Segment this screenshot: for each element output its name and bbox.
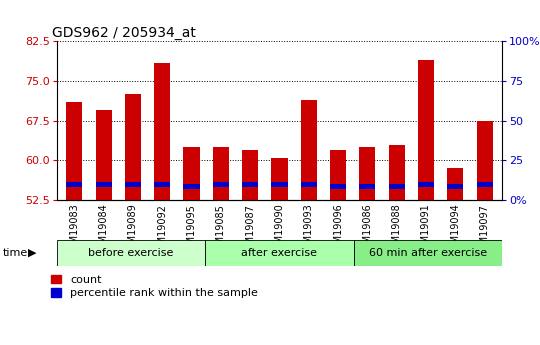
Text: GSM19086: GSM19086 xyxy=(362,204,373,256)
Text: GSM19097: GSM19097 xyxy=(480,204,490,257)
Text: GSM19096: GSM19096 xyxy=(333,204,343,256)
Text: GSM19089: GSM19089 xyxy=(128,204,138,256)
Text: GSM19095: GSM19095 xyxy=(186,204,197,257)
Bar xyxy=(242,182,258,187)
Bar xyxy=(272,182,287,187)
Bar xyxy=(330,185,346,189)
Text: time: time xyxy=(3,248,28,258)
Bar xyxy=(359,147,375,200)
Text: before exercise: before exercise xyxy=(88,248,174,258)
Bar xyxy=(125,182,141,187)
Bar xyxy=(96,110,112,200)
Bar xyxy=(389,145,405,200)
Bar xyxy=(154,182,170,187)
Text: GSM19083: GSM19083 xyxy=(69,204,79,256)
Bar xyxy=(66,102,82,200)
Bar xyxy=(184,185,200,189)
Bar xyxy=(447,168,463,200)
Legend: count, percentile rank within the sample: count, percentile rank within the sample xyxy=(51,275,258,298)
Bar xyxy=(57,240,205,266)
Bar xyxy=(213,147,229,200)
Bar xyxy=(389,185,405,189)
Text: ▶: ▶ xyxy=(28,248,37,258)
Bar xyxy=(66,182,82,187)
Text: after exercise: after exercise xyxy=(241,248,318,258)
Text: GSM19088: GSM19088 xyxy=(392,204,402,256)
Text: GSM19085: GSM19085 xyxy=(216,204,226,257)
Bar xyxy=(354,240,502,266)
Bar xyxy=(213,182,229,187)
Bar xyxy=(301,182,317,187)
Bar xyxy=(125,94,141,200)
Bar xyxy=(301,100,317,200)
Text: GSM19084: GSM19084 xyxy=(99,204,109,256)
Bar xyxy=(418,60,434,200)
Bar xyxy=(96,182,112,187)
Bar xyxy=(205,240,354,266)
Bar xyxy=(477,121,492,200)
Bar xyxy=(242,150,258,200)
Bar xyxy=(447,185,463,189)
Bar xyxy=(330,150,346,200)
Text: GDS962 / 205934_at: GDS962 / 205934_at xyxy=(52,26,196,40)
Text: GSM19094: GSM19094 xyxy=(450,204,460,256)
Text: GSM19087: GSM19087 xyxy=(245,204,255,257)
Text: GSM19093: GSM19093 xyxy=(304,204,314,256)
Bar xyxy=(359,185,375,189)
Text: GSM19090: GSM19090 xyxy=(274,204,285,256)
Text: GSM19091: GSM19091 xyxy=(421,204,431,256)
Text: 60 min after exercise: 60 min after exercise xyxy=(369,248,487,258)
Text: GSM19092: GSM19092 xyxy=(157,204,167,257)
Bar xyxy=(272,158,287,200)
Bar xyxy=(184,147,200,200)
Bar xyxy=(418,182,434,187)
Bar xyxy=(477,182,492,187)
Bar xyxy=(154,62,170,200)
